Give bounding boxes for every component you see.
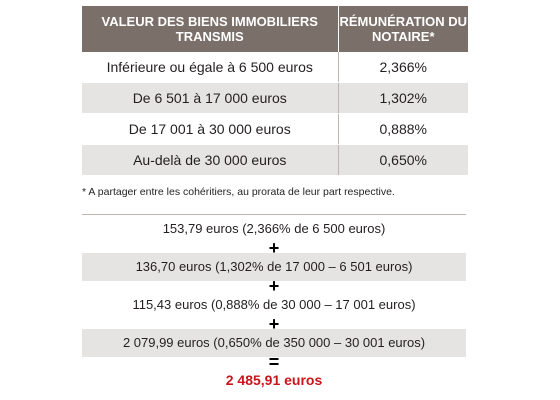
table-header-row: VALEUR DES BIENS IMMOBILIERS TRANSMIS RÉ… xyxy=(82,6,468,52)
calc-line-3: 115,43 euros (0,888% de 30 000 – 17 001 … xyxy=(82,291,466,319)
rate-cell: 2,366% xyxy=(338,52,468,83)
rate-cell: 0,888% xyxy=(338,113,468,145)
footnote: * A partager entre les cohéritiers, au p… xyxy=(82,186,395,198)
table-row: De 6 501 à 17 000 euros 1,302% xyxy=(82,82,468,114)
table-row: Au-delà de 30 000 euros 0,650% xyxy=(82,144,468,176)
range-cell: Inférieure ou égale à 6 500 euros xyxy=(82,52,339,83)
plus-sign: + xyxy=(268,276,280,296)
range-cell: Au-delà de 30 000 euros xyxy=(82,144,339,176)
header-notary-fee: RÉMUNÉRATION DU NOTAIRE* xyxy=(338,6,468,52)
calc-line-2: 136,70 euros (1,302% de 17 000 – 6 501 e… xyxy=(82,253,466,281)
range-cell: De 17 001 à 30 000 euros xyxy=(82,113,339,145)
plus-sign: + xyxy=(268,314,280,334)
header-property-value: VALEUR DES BIENS IMMOBILIERS TRANSMIS xyxy=(82,6,339,52)
calc-line-4: 2 079,99 euros (0,650% de 350 000 – 30 0… xyxy=(82,329,466,357)
calc-total: 2 485,91 euros xyxy=(225,372,323,388)
calculation-box: 153,79 euros (2,366% de 6 500 euros) + 1… xyxy=(82,214,466,389)
fee-table: VALEUR DES BIENS IMMOBILIERS TRANSMIS RÉ… xyxy=(82,6,468,176)
plus-sign: + xyxy=(268,238,280,258)
calculation-block: 153,79 euros (2,366% de 6 500 euros) + 1… xyxy=(82,214,466,389)
calc-line-1: 153,79 euros (2,366% de 6 500 euros) xyxy=(82,215,466,243)
rate-cell: 0,650% xyxy=(338,144,468,176)
range-cell: De 6 501 à 17 000 euros xyxy=(82,82,339,114)
table-row: De 17 001 à 30 000 euros 0,888% xyxy=(82,113,468,145)
table-row: Inférieure ou égale à 6 500 euros 2,366% xyxy=(82,52,468,83)
equals-sign: = xyxy=(268,352,280,372)
rate-cell: 1,302% xyxy=(338,82,468,114)
